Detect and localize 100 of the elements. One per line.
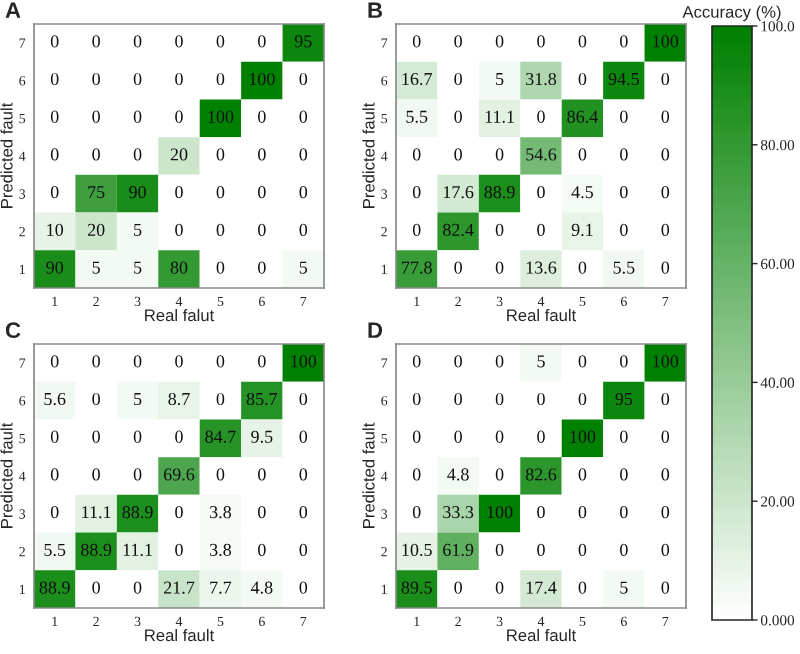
data-label: 0 [299,110,308,123]
data-label: 0 [495,392,504,406]
data-label: 0 [412,223,421,236]
data-label: 0 [412,506,421,519]
data-label: 0 [620,430,628,443]
data-label: 0 [299,148,308,161]
data-label: 0 [578,506,587,519]
data-label: 0 [661,506,670,519]
x-axis-title: Real fault [507,308,577,322]
data-label: 0 [661,223,670,236]
data-label: 0 [258,35,266,48]
data-label: 0 [133,110,142,123]
data-label: 4.8 [250,581,273,594]
data-label: 0 [620,35,628,48]
data-label: 0 [495,430,504,443]
data-label: 0 [175,72,183,86]
data-label: 3.8 [210,506,232,519]
data-label: 0 [661,468,670,481]
data-label: 5 [537,355,545,368]
data-label: 90 [46,261,64,274]
data-label: 0 [412,355,421,368]
data-label: 0 [216,72,225,86]
data-label: 0 [454,72,462,86]
data-label: 0 [258,261,266,274]
data-label: 82.6 [525,468,557,481]
data-label: 0 [495,468,504,481]
data-label: 0 [92,35,100,48]
data-label: 0 [258,186,266,199]
data-label: 31.8 [526,72,557,86]
data-label: 0 [454,581,462,594]
data-label: 0 [412,430,421,443]
data-label: 0 [620,543,628,556]
x-axis-title: Real fault [145,628,215,642]
data-label: 0 [620,468,628,481]
data-label: 0 [495,148,504,161]
data-label: 9.5 [251,430,273,443]
data-label: 0 [661,261,670,274]
data-label: 0 [620,506,628,519]
data-label: 5 [496,73,504,86]
data-label: 0 [578,355,587,368]
data-label: 0 [661,392,670,406]
data-label: 0 [661,186,670,199]
data-label: 80 [170,261,188,274]
data-label: 0 [216,186,225,199]
data-label: 0 [299,468,308,481]
data-label: 5.6 [44,392,66,406]
data-label: 33.3 [443,506,474,519]
data-label: 0 [661,543,670,556]
data-label: 0 [620,355,628,368]
data-label: 0 [133,581,142,594]
data-label: 0 [133,148,142,161]
data-label: 5.5 [406,110,428,123]
data-label: 0 [537,430,545,443]
data-label: 0 [133,35,142,48]
data-label: 0 [216,35,225,48]
data-label: 21.7 [163,581,195,594]
data-label: 0 [258,468,266,481]
data-label: 0 [50,506,59,519]
data-label: 0 [454,261,462,274]
chart-title: A [5,2,21,18]
data-label: 0 [578,148,587,161]
data-label: 75 [88,186,105,199]
data-label: 0 [50,186,59,199]
data-label: 5 [92,261,100,274]
data-label: 0 [495,581,504,594]
data-label: 0 [412,148,421,161]
data-label: 5 [299,261,308,274]
data-label: 16.7 [402,72,432,86]
data-label: 0 [50,35,59,48]
x-axis-title: Real fault [507,628,577,642]
data-label: 0 [495,223,504,236]
data-label: 20 [87,223,105,236]
x-axis-title: Real falut [145,308,215,322]
data-label: 0 [412,468,421,481]
data-label: 0 [133,72,142,86]
data-label: 0 [50,110,59,123]
data-label: 5.5 [613,261,635,274]
data-label: 0 [578,261,587,274]
chart-title: B [368,2,383,18]
data-label: 0 [578,468,587,481]
data-label: 77.8 [402,261,432,274]
data-label: 0 [537,110,545,123]
data-label: 0 [454,35,462,48]
y-axis-title: Predicted fault [0,102,13,208]
data-label: 0 [299,186,308,199]
data-label: 0 [299,543,308,556]
data-label: 88.9 [122,506,153,519]
data-label: 0 [620,110,628,123]
data-label: 5 [134,393,142,406]
chart-title: D [368,322,383,338]
data-label: 0 [216,355,225,368]
data-label: 0 [216,223,225,236]
data-label: 0 [50,468,59,481]
data-label: 0 [578,392,587,406]
data-label: 0 [92,355,100,368]
data-label: 0 [537,543,545,556]
data-label: 0 [454,430,462,443]
data-label: 0 [258,148,266,161]
data-label: 0 [92,468,100,481]
data-label: 0 [133,468,142,481]
